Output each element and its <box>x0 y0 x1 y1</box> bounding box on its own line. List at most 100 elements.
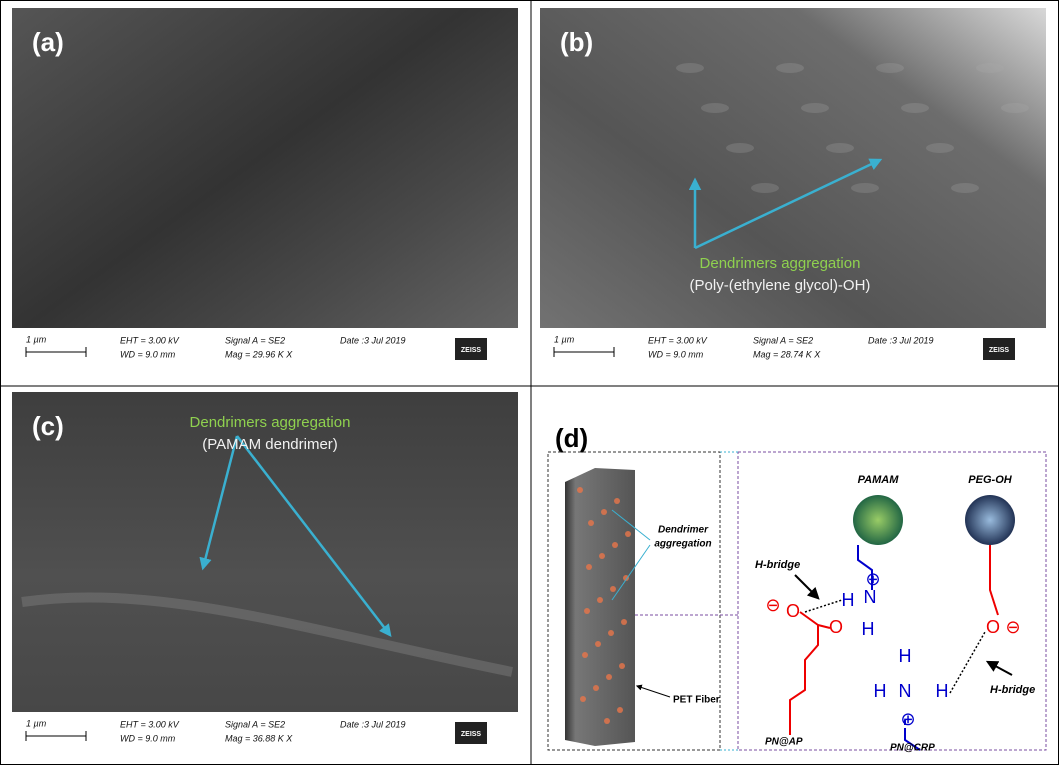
atom: H <box>899 646 912 666</box>
sem-image <box>12 8 518 373</box>
atom: ⊖ <box>1005 617 1020 637</box>
texture <box>726 143 754 153</box>
dendrimer <box>604 718 610 724</box>
texture <box>826 143 854 153</box>
atom: O <box>986 617 1000 637</box>
annotation: (PAMAM dendrimer) <box>202 436 338 453</box>
page: {"panels": [ {"label": "(a)", "scale": "… <box>0 0 1059 765</box>
panel-label: (a) <box>32 27 64 57</box>
texture <box>676 63 704 73</box>
dendrimer <box>608 630 614 636</box>
scale-text: 1 µm <box>26 718 47 728</box>
atom: H <box>936 681 949 701</box>
eht: EHT = 3.00 kV <box>120 719 180 729</box>
chain <box>800 612 830 628</box>
eht: EHT = 3.00 kV <box>648 335 708 345</box>
dendrimer <box>584 608 590 614</box>
texture <box>901 103 929 113</box>
scale-text: 1 µm <box>554 334 575 344</box>
label: aggregation <box>654 539 711 550</box>
atom: H <box>862 619 875 639</box>
logo-text: ZEISS <box>461 731 482 738</box>
h-bond <box>950 632 985 693</box>
dendrimer <box>619 663 625 669</box>
dendrimer <box>621 619 627 625</box>
logo-text: ZEISS <box>989 347 1010 354</box>
dendrimer <box>577 487 583 493</box>
texture <box>851 183 879 193</box>
dendrimer <box>610 586 616 592</box>
atom: H <box>874 681 887 701</box>
dendrimer <box>601 509 607 515</box>
texture <box>701 103 729 113</box>
panel-label: (c) <box>32 411 64 441</box>
pointer <box>637 686 670 697</box>
label: PN@CRP <box>890 743 935 754</box>
dendrimer <box>617 707 623 713</box>
label: PAMAM <box>858 474 900 486</box>
dendrimer <box>606 674 612 680</box>
atom: ⊕ <box>900 709 915 729</box>
date: Date :3 Jul 2019 <box>868 335 934 345</box>
mag: Mag = 28.74 K X <box>753 349 821 359</box>
wd: WD = 9.0 mm <box>120 349 176 359</box>
annotation: (Poly-(ethylene glycol)-OH) <box>690 277 871 294</box>
atom: O <box>829 617 843 637</box>
atom: O <box>786 601 800 621</box>
texture <box>876 63 904 73</box>
texture <box>1001 103 1029 113</box>
dendrimer <box>612 542 618 548</box>
texture <box>751 183 779 193</box>
dendrimer <box>599 553 605 559</box>
logo-text: ZEISS <box>461 347 482 354</box>
label: PEG-OH <box>968 474 1012 486</box>
eht: EHT = 3.00 kV <box>120 335 180 345</box>
dendrimer <box>595 641 601 647</box>
signal: Signal A = SE2 <box>753 335 813 345</box>
label: H-bridge <box>755 559 800 571</box>
chain <box>790 625 818 735</box>
box <box>738 452 1046 750</box>
dendrimer <box>614 498 620 504</box>
label: PET Fiber <box>673 695 720 706</box>
figure: (a) 1 µm EHT = 3.00 kV WD = 9.0 mm Signal A … <box>0 0 1059 765</box>
chain <box>990 545 998 615</box>
date: Date :3 Jul 2019 <box>340 335 406 345</box>
sphere <box>965 495 1015 545</box>
panel-label: (d) <box>555 423 588 453</box>
wd: WD = 9.0 mm <box>120 733 176 743</box>
signal: Signal A = SE2 <box>225 719 285 729</box>
dendrimer <box>580 696 586 702</box>
dendrimer <box>625 531 631 537</box>
label: Dendrimer <box>658 525 709 536</box>
date: Date :3 Jul 2019 <box>340 719 406 729</box>
dendrimer <box>597 597 603 603</box>
pointer <box>795 575 818 598</box>
mag: Mag = 29.96 K X <box>225 349 293 359</box>
signal: Signal A = SE2 <box>225 335 285 345</box>
dendrimer <box>582 652 588 658</box>
atom: ⊕ <box>865 569 880 589</box>
label: PN@AP <box>765 737 803 748</box>
dendrimer <box>586 564 592 570</box>
texture <box>951 183 979 193</box>
atom: H <box>842 590 855 610</box>
annotation: Dendrimers aggregation <box>190 414 351 431</box>
texture <box>926 143 954 153</box>
label: H-bridge <box>990 684 1035 696</box>
fiber <box>565 468 635 746</box>
panel-label: (b) <box>560 27 593 57</box>
dendrimer <box>593 685 599 691</box>
atom: ⊖ <box>765 595 780 615</box>
texture <box>801 103 829 113</box>
h-bond <box>805 600 842 612</box>
sphere <box>853 495 903 545</box>
texture <box>976 63 1004 73</box>
texture <box>776 63 804 73</box>
scale-text: 1 µm <box>26 334 47 344</box>
wd: WD = 9.0 mm <box>648 349 704 359</box>
atom: N <box>899 681 912 701</box>
mag: Mag = 36.88 K X <box>225 733 293 743</box>
atom: N <box>864 587 877 607</box>
annotation: Dendrimers aggregation <box>700 255 861 272</box>
